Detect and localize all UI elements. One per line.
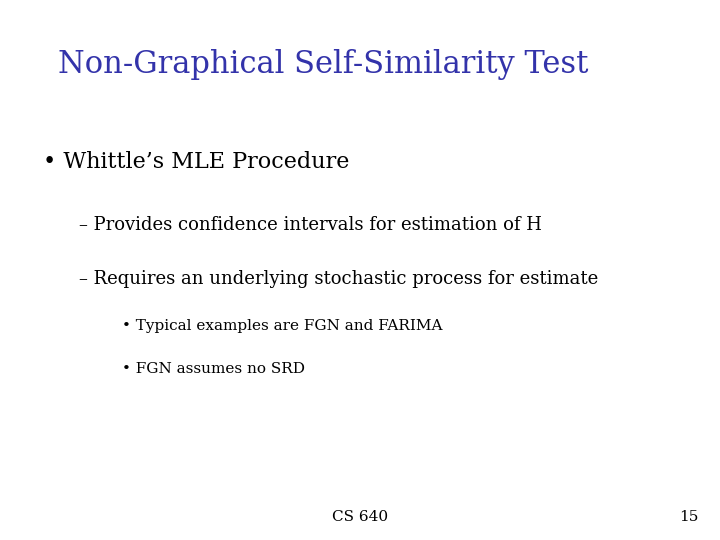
Text: • Typical examples are FGN and FARIMA: • Typical examples are FGN and FARIMA xyxy=(122,319,443,333)
Text: CS 640: CS 640 xyxy=(332,510,388,524)
Text: 15: 15 xyxy=(679,510,698,524)
Text: • Whittle’s MLE Procedure: • Whittle’s MLE Procedure xyxy=(43,151,350,173)
Text: • FGN assumes no SRD: • FGN assumes no SRD xyxy=(122,362,305,376)
Text: – Requires an underlying stochastic process for estimate: – Requires an underlying stochastic proc… xyxy=(79,270,598,288)
Text: Non-Graphical Self-Similarity Test: Non-Graphical Self-Similarity Test xyxy=(58,49,588,79)
Text: – Provides confidence intervals for estimation of H: – Provides confidence intervals for esti… xyxy=(79,216,542,234)
